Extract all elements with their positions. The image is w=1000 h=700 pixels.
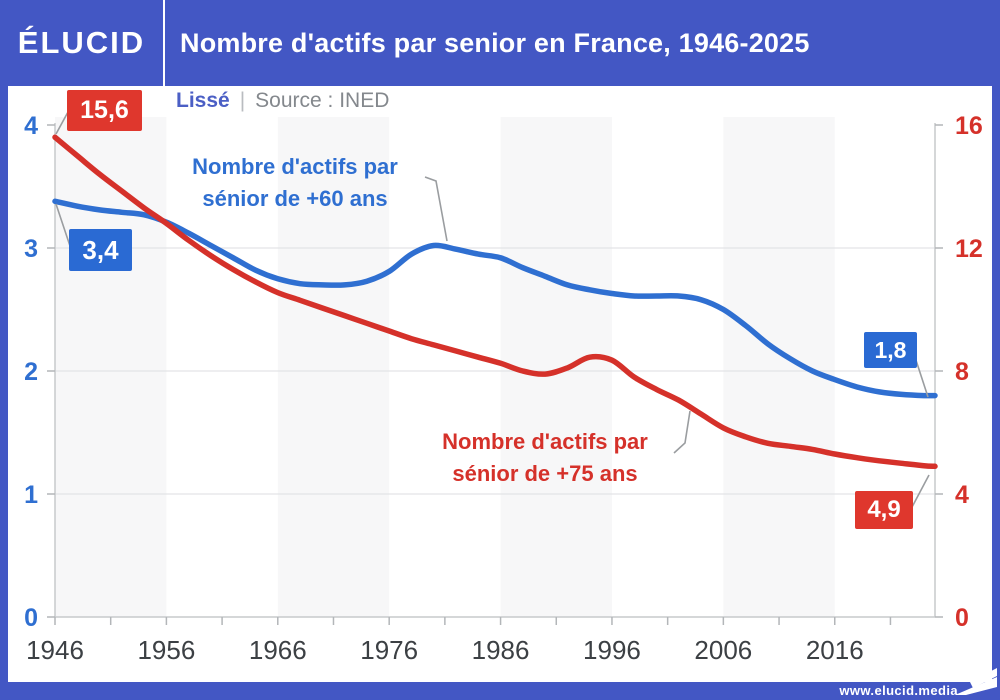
connector-blue-label [424, 176, 448, 242]
connector-badge-3-4 [55, 203, 71, 247]
right-axis-label: 4 [955, 481, 969, 509]
blue-series-label-line1: Nombre d'actifs par [192, 154, 398, 179]
decade-band [723, 117, 835, 617]
x-axis-label: 1976 [360, 635, 418, 665]
x-axis-label: 2006 [694, 635, 752, 665]
red-series-label-line2: sénior de +75 ans [452, 461, 638, 486]
decade-band [500, 117, 612, 617]
x-axis-label: 1956 [137, 635, 195, 665]
subtitle: Lissé | Source : INED [176, 89, 389, 113]
red-series-label: Nombre d'actifs par sénior de +75 ans [400, 426, 690, 490]
end-value-badge-blue: 1,8 [864, 332, 917, 368]
red-series-label-line1: Nombre d'actifs par [442, 429, 648, 454]
source-label: Source : INED [255, 89, 390, 112]
x-axis-label: 2016 [806, 635, 864, 665]
blue-series-label-line2: sénior de +60 ans [202, 186, 388, 211]
x-axis-label: 1946 [26, 635, 84, 665]
right-axis-label: 16 [955, 112, 983, 140]
x-axis-label: 1986 [472, 635, 530, 665]
x-axis-label: 1966 [249, 635, 307, 665]
page-title: Nombre d'actifs par senior en France, 19… [180, 27, 810, 58]
series-line-blue [52, 198, 938, 399]
blue-series-label: Nombre d'actifs par sénior de +60 ans [150, 151, 440, 215]
right-axis-label: 8 [955, 358, 969, 386]
decade-band [277, 117, 390, 617]
subtitle-separator: | [239, 89, 246, 112]
end-value-badge-red: 4,9 [855, 491, 913, 529]
connector-badge-4-9 [910, 474, 930, 510]
header-divider [163, 0, 165, 86]
connector-badge-15-6 [55, 111, 69, 135]
x-axis-label: 1996 [583, 635, 641, 665]
decade-band [55, 117, 167, 617]
website-url: www.elucid.media [839, 683, 958, 698]
start-value-badge-red: 15,6 [67, 90, 142, 131]
elucid-logo: ÉLUCID [17, 25, 146, 60]
smoothing-label: Lissé [176, 89, 230, 112]
series-line-red [52, 134, 938, 470]
right-axis-label: 12 [955, 235, 983, 263]
left-axis-label: 1 [24, 481, 38, 509]
left-axis-label: 2 [24, 358, 38, 386]
left-axis-label: 3 [24, 235, 38, 263]
header: ÉLUCID Nombre d'actifs par senior en Fra… [0, 0, 1000, 86]
connector-red-label [673, 410, 691, 454]
start-value-badge-blue: 3,4 [69, 229, 132, 271]
left-axis-label: 4 [24, 112, 38, 140]
flag-icon [970, 668, 997, 688]
right-axis-label: 0 [955, 604, 969, 632]
left-axis-label: 0 [24, 604, 38, 632]
